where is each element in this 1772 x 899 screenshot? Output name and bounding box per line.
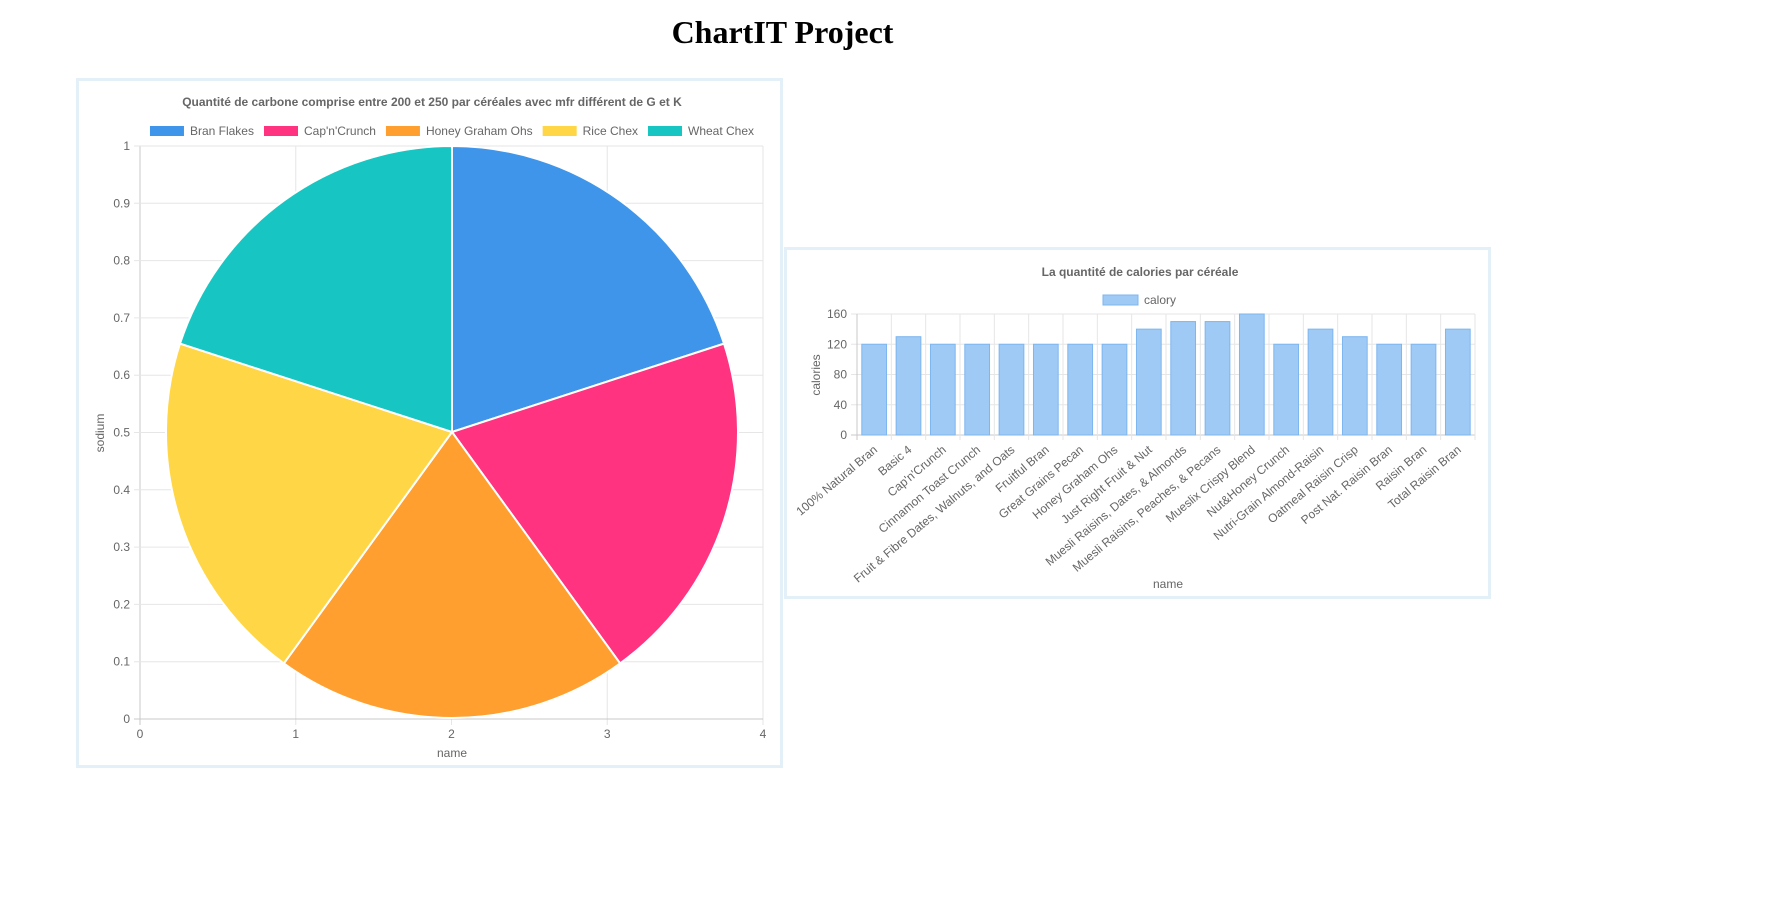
legend-swatch [385, 126, 420, 136]
pie-x-tick-label: 3 [604, 727, 611, 741]
bar[interactable] [1410, 343, 1437, 436]
pie-slice[interactable] [451, 144, 726, 434]
pie-y-tick-label: 1 [123, 139, 130, 153]
pie-chart: Quantité de carbone comprise entre 200 e… [93, 95, 767, 760]
bar[interactable] [1341, 336, 1368, 436]
pie-chart-title: Quantité de carbone comprise entre 200 e… [182, 95, 682, 109]
legend-swatch [648, 126, 683, 136]
bar-chart: La quantité de calories par céréale calo… [793, 265, 1476, 591]
bar[interactable] [895, 336, 922, 436]
bar[interactable] [1376, 343, 1403, 436]
legend-item-label[interactable]: Wheat Chex [688, 124, 754, 138]
legend-item-label[interactable]: Honey Graham Ohs [426, 124, 533, 138]
bar[interactable] [1067, 343, 1094, 436]
pie-slice[interactable] [165, 342, 454, 665]
bar[interactable] [1273, 343, 1300, 436]
bar-y-tick-label: 160 [827, 307, 847, 321]
pie-slice[interactable] [178, 144, 453, 434]
pie-x-tick-label: 4 [760, 727, 767, 741]
bar[interactable] [1444, 328, 1471, 436]
pie-y-tick-label: 0.1 [113, 655, 130, 669]
bar[interactable] [1204, 321, 1231, 436]
bar-y-tick-label: 80 [834, 368, 848, 382]
bar-x-tick-label: 100% Natural Bran [793, 443, 880, 519]
legend-swatch [263, 126, 298, 136]
pie-chart-card: Quantité de carbone comprise entre 200 e… [76, 78, 783, 768]
legend-item-label[interactable]: calory [1144, 293, 1176, 307]
page-title: ChartIT Project [671, 14, 894, 50]
pie-y-tick-label: 0.5 [113, 426, 130, 440]
pie-y-tick-label: 0 [123, 712, 130, 726]
bar[interactable] [998, 343, 1025, 436]
bar-x-axis-title: name [1153, 577, 1183, 591]
bar[interactable] [1307, 328, 1334, 436]
legend-swatch [542, 126, 577, 136]
legend-item-label[interactable]: Rice Chex [583, 124, 638, 138]
pie-y-tick-label: 0.8 [113, 254, 130, 268]
pie-y-tick-label: 0.4 [113, 483, 130, 497]
bar[interactable] [964, 343, 991, 436]
bar[interactable] [929, 343, 956, 436]
legend-item-label[interactable]: Cap'n'Crunch [304, 124, 376, 138]
pie-x-tick-label: 2 [448, 727, 455, 741]
bar[interactable] [1238, 313, 1265, 436]
pie-x-tick-label: 0 [137, 727, 144, 741]
pie-y-tick-label: 0.2 [113, 597, 130, 611]
bar[interactable] [1101, 343, 1128, 436]
pie-slice[interactable] [450, 342, 739, 665]
legend-item-label[interactable]: Bran Flakes [190, 124, 254, 138]
pie-y-tick-label: 0.7 [113, 311, 130, 325]
pie-x-axis-title: name [437, 746, 467, 760]
bar-y-tick-label: 0 [840, 428, 847, 442]
bar-y-tick-label: 120 [827, 337, 847, 351]
pie-y-tick-label: 0.9 [113, 196, 130, 210]
bar-y-axis-title: calories [809, 354, 823, 395]
bar[interactable] [861, 343, 888, 436]
pie-y-tick-label: 0.6 [113, 368, 130, 382]
legend-swatch [1102, 294, 1139, 306]
bar[interactable] [1170, 321, 1197, 436]
pie-x-tick-label: 1 [292, 727, 299, 741]
bar[interactable] [1032, 343, 1059, 436]
bar[interactable] [1135, 328, 1162, 436]
bar-y-tick-label: 40 [834, 398, 848, 412]
pie-y-tick-label: 0.3 [113, 540, 130, 554]
pie-y-axis-title: sodium [93, 414, 107, 453]
bar-chart-title: La quantité de calories par céréale [1042, 265, 1239, 279]
bar-chart-card: La quantité de calories par céréale calo… [784, 247, 1491, 599]
legend-swatch [149, 126, 184, 136]
pie-slice[interactable] [282, 430, 622, 720]
